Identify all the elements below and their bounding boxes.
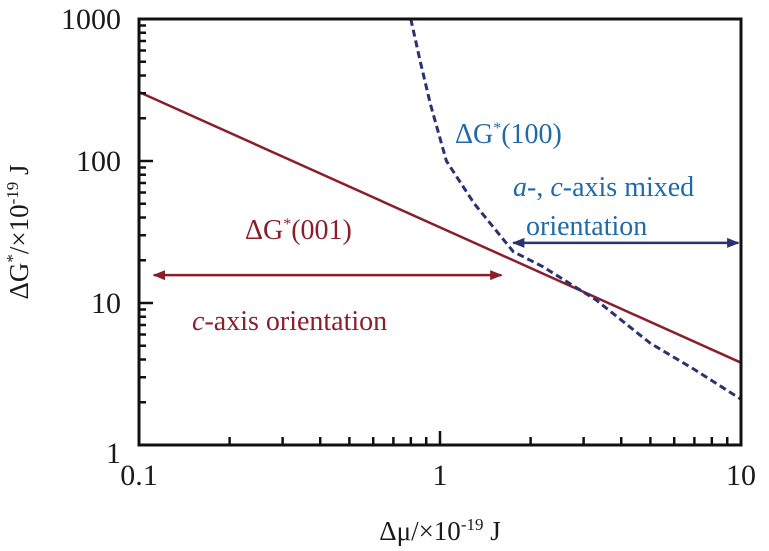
label-c-axis-orientation: c-axis orientation <box>192 306 387 337</box>
x-tick-label: 1 <box>433 459 448 492</box>
y-tick-label: 10 <box>91 287 121 320</box>
label-mixed-orientation: a-, c-axis mixed <box>513 172 694 203</box>
label-g001: ΔG*(001) <box>245 215 352 246</box>
label-g100: ΔG*(100) <box>455 119 562 150</box>
plot-area <box>138 18 742 401</box>
y-tick-label: 100 <box>76 145 121 178</box>
y-tick-label: 1000 <box>61 3 121 36</box>
x-tick-label: 0.1 <box>120 459 158 492</box>
x-tick-label: 10 <box>726 459 756 492</box>
series-line-2 <box>409 18 742 401</box>
x-axis-title: Δμ/×10-19 J <box>379 515 501 546</box>
plot-frame <box>137 17 743 447</box>
y-axis-title: ΔG*/×10-19 J <box>3 164 34 299</box>
label-mixed-orientation-line2: orientation <box>526 211 647 242</box>
y-tick-label: 1 <box>106 437 121 470</box>
series-line-1 <box>138 90 742 364</box>
